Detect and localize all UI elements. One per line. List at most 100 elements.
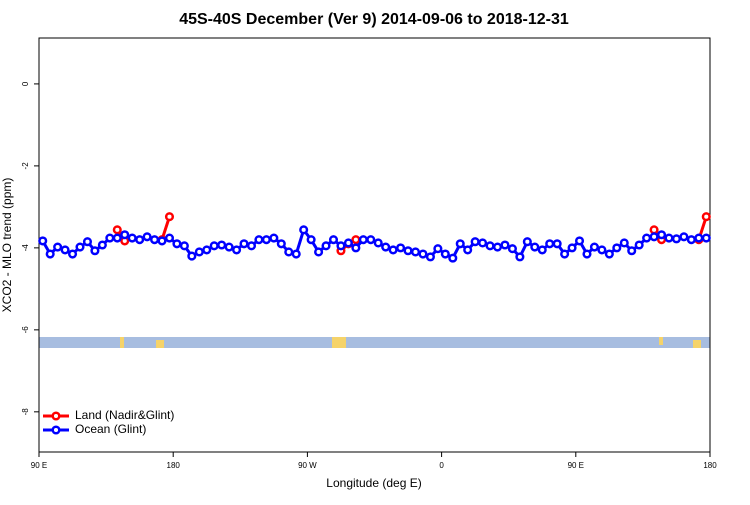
data-point [291,249,301,259]
data-point [135,235,145,245]
data-point [112,233,122,243]
data-point [45,249,55,259]
land-strip [156,340,164,348]
data-point [582,249,592,259]
data-point [90,246,100,256]
data-point [366,235,376,245]
data-point [649,232,659,242]
data-point [60,245,70,255]
data-point [567,243,577,253]
data-point [440,249,450,259]
data-point [209,241,219,251]
data-point [217,240,227,250]
surface-strip [39,337,710,348]
data-point [679,232,689,242]
data-point [507,244,517,254]
data-point [127,233,137,243]
legend-label: Land (Nadir&Glint) [75,408,174,422]
y-axis-label: XCO2 - MLO trend (ppm) [0,178,14,313]
data-point [485,241,495,251]
data-point [358,235,368,245]
legend-marker [51,425,61,435]
data-point [701,212,711,222]
data-point [373,238,383,248]
data-point [455,239,465,249]
data-point [478,238,488,248]
data-point [403,246,413,256]
data-point [574,236,585,246]
data-point [261,235,271,245]
data-point [246,241,257,251]
ocean-strip [39,337,710,348]
x-tick-label: 0 [439,461,444,470]
y-tick-label: -4 [21,244,30,252]
data-point [142,232,152,242]
data-point [410,247,421,257]
data-point [381,242,391,252]
data-point [627,246,637,256]
data-point [254,235,264,245]
land-strip [332,337,346,348]
y-tick-label: 0 [21,81,30,86]
plot-frame [38,37,711,453]
data-point [343,238,353,248]
data-point [701,233,711,243]
data-point [53,242,63,252]
data-point [179,241,189,251]
data-point [463,245,473,255]
data-point [686,235,696,245]
data-point [232,245,242,255]
data-point [306,235,316,245]
data-point [619,238,629,248]
x-tick-label: 180 [167,461,181,470]
data-point [112,225,122,235]
data-point [38,236,48,246]
data-point [97,240,107,250]
data-point [664,233,674,243]
data-point [604,249,614,259]
x-axis-label: Longitude (deg E) [326,476,421,490]
data-point [336,241,346,251]
data-point [164,212,175,222]
data-point [202,245,212,255]
y-tick-label: -6 [21,326,30,334]
data-point [560,249,570,259]
data-point [314,247,324,257]
data-point [634,240,644,250]
data-point [597,245,607,255]
data-point [105,233,115,243]
data-point [388,245,398,255]
legend-marker [51,411,61,421]
data-point [120,230,130,240]
data-point [470,237,480,247]
data-point [448,253,458,263]
series [38,225,711,263]
data-point [552,239,562,249]
data-point [671,234,682,244]
data-point [530,242,540,252]
data-point [328,235,339,245]
legend: Land (Nadir&Glint)Ocean (Glint) [43,408,174,436]
data-point [545,239,555,249]
data-point [239,239,249,249]
x-tick-label: 180 [703,461,717,470]
data-point [299,225,309,235]
data-point [396,243,406,253]
data-point [515,252,525,262]
data-point [187,251,197,261]
data-point [500,240,510,250]
x-tick-label: 90 W [298,461,317,470]
data-point [351,235,361,245]
data-point [68,249,78,259]
data-point [425,252,435,262]
data-point [589,242,599,252]
land-strip [120,337,124,348]
data-point [351,243,361,253]
data-point [284,247,294,257]
data-point [276,239,286,249]
data-point [164,233,175,243]
data-point [224,242,234,252]
y-tick-label: -2 [21,162,30,170]
data-point [269,233,279,243]
